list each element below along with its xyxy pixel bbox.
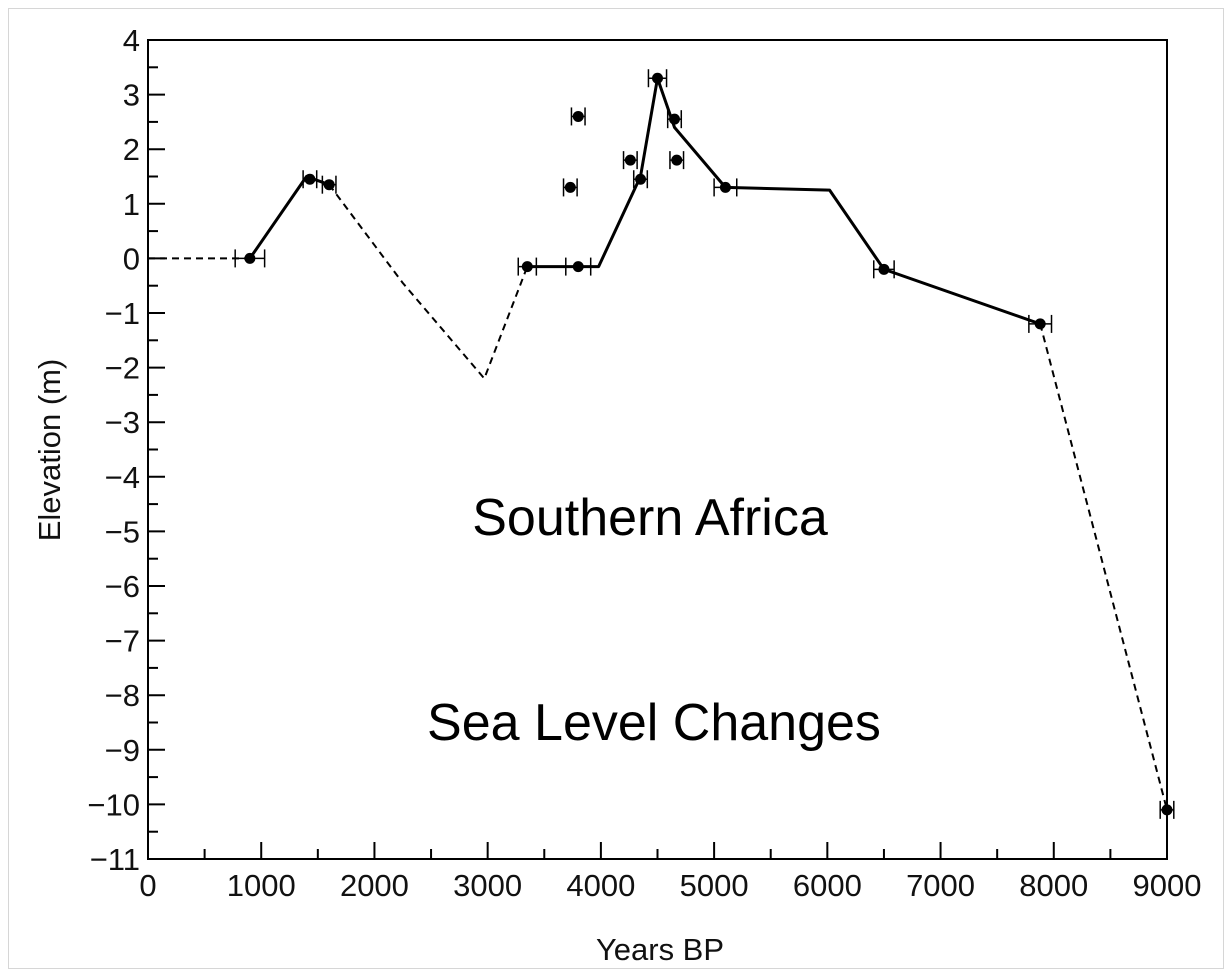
x-axis-title: Years BP <box>596 932 724 967</box>
y-tick-label: −11 <box>90 842 140 877</box>
data-marker <box>521 261 533 273</box>
dashed-segment <box>328 184 529 380</box>
y-tick-label: −3 <box>105 405 140 440</box>
data-point <box>622 151 638 170</box>
data-marker <box>1034 318 1046 330</box>
data-point <box>570 107 586 126</box>
data-marker <box>572 261 584 273</box>
y-axis-ticks <box>148 66 165 833</box>
y-tick-label: −1 <box>105 296 140 331</box>
y-tick-label: 1 <box>123 187 140 222</box>
x-axis-ticks <box>203 842 1168 859</box>
annotation-sea-level-changes: Sea Level Changes <box>427 694 881 752</box>
y-tick-label: −8 <box>105 678 140 713</box>
x-tick-label: 6000 <box>793 868 862 903</box>
y-tick-label: 0 <box>123 241 140 276</box>
x-tick-label: 7000 <box>906 868 975 903</box>
chart-frame <box>8 8 1224 969</box>
y-axis-title: Elevation (m) <box>32 359 67 542</box>
solid-segment <box>248 175 330 260</box>
y-tick-label: 3 <box>123 78 140 113</box>
y-tick-label: −7 <box>105 624 140 659</box>
data-point <box>713 178 738 197</box>
data-point <box>517 257 538 276</box>
data-point <box>302 170 318 189</box>
y-tick-label: −5 <box>105 514 140 549</box>
data-point <box>647 69 668 88</box>
data-marker <box>624 154 636 166</box>
data-marker <box>244 252 256 264</box>
y-axis-tick-labels: 4 3 2 1 0 −1 −2 −3 −4 −5 −6 −7 −8 −9 −10 −11 <box>87 23 140 877</box>
data-marker <box>878 263 890 275</box>
data-point <box>873 260 895 279</box>
dashed-segment <box>1039 323 1168 811</box>
annotation-southern-africa: Southern Africa <box>472 489 828 547</box>
x-tick-label: 9000 <box>1133 868 1202 903</box>
x-tick-label: 0 <box>139 868 156 903</box>
solid-segment <box>527 76 1041 326</box>
data-point <box>565 257 592 276</box>
x-axis-tick-labels: 0 1000 2000 3000 4000 5000 6000 7000 8000 9000 <box>139 868 1201 903</box>
data-marker <box>668 113 680 125</box>
data-point <box>321 175 337 194</box>
x-tick-label: 5000 <box>680 868 749 903</box>
data-point <box>1028 314 1053 333</box>
data-marker <box>652 72 663 84</box>
data-point <box>1159 800 1175 819</box>
data-marker <box>635 173 647 185</box>
data-marker <box>719 181 731 193</box>
data-point <box>669 151 685 170</box>
data-point <box>666 110 683 129</box>
data-marker <box>304 173 316 185</box>
y-tick-label: −9 <box>105 733 140 768</box>
data-point <box>562 178 578 197</box>
y-tick-label: −2 <box>105 351 140 386</box>
data-marker <box>564 181 576 193</box>
y-tick-label: −10 <box>87 787 140 822</box>
y-tick-label: −6 <box>105 569 140 604</box>
data-marker <box>323 179 335 191</box>
x-tick-label: 4000 <box>566 868 635 903</box>
x-tick-label: 2000 <box>340 868 409 903</box>
x-tick-label: 8000 <box>1019 868 1088 903</box>
data-marker <box>572 110 584 122</box>
data-marker <box>671 154 683 166</box>
data-marker <box>1161 804 1173 816</box>
x-tick-label: 3000 <box>453 868 522 903</box>
data-point <box>632 170 649 189</box>
y-tick-label: 2 <box>123 132 140 167</box>
y-tick-label: 4 <box>123 23 140 58</box>
x-tick-label: 1000 <box>227 868 296 903</box>
data-point <box>234 249 266 268</box>
data-points <box>234 69 1175 819</box>
y-tick-label: −4 <box>105 460 140 495</box>
